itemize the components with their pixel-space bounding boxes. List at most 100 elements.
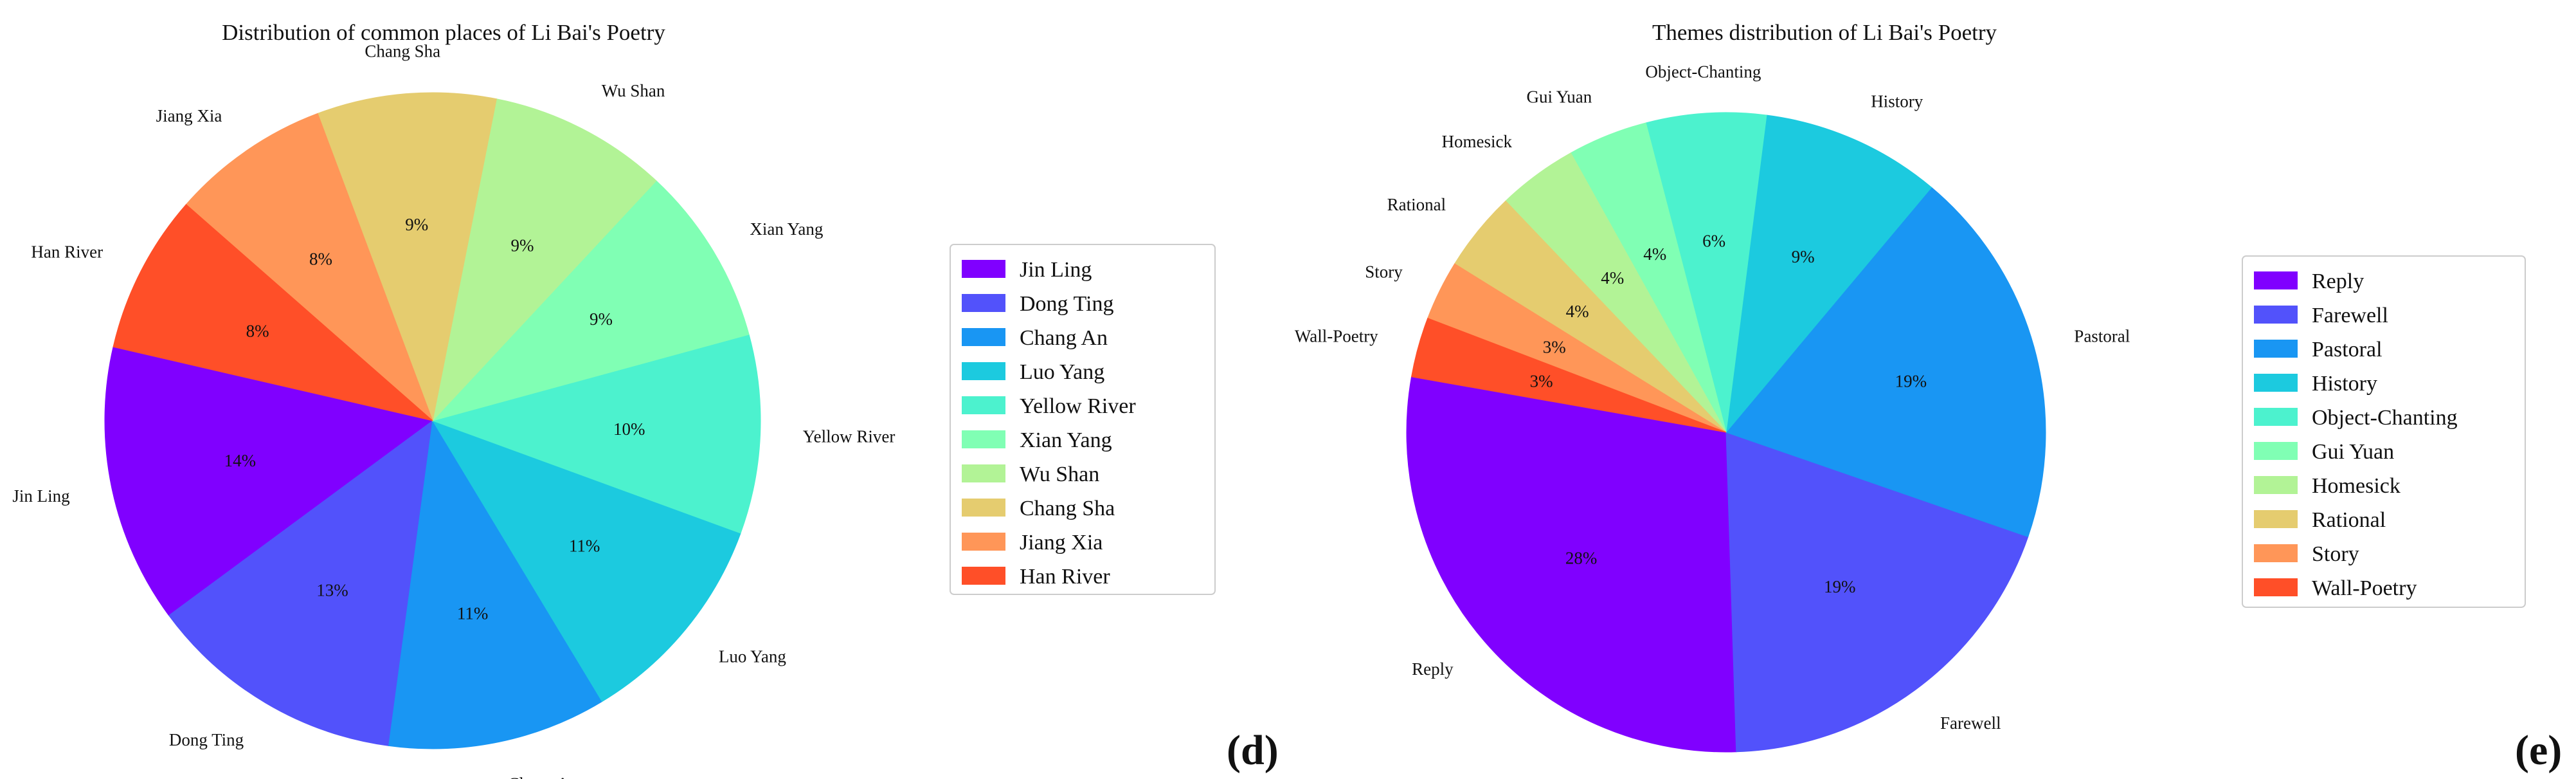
places-legend-label-dong-ting: Dong Ting [1020,292,1113,316]
places-slice-xian-yang [431,180,750,421]
themes-label-story: Story [1365,262,1403,282]
themes-label-farewell: Farewell [1940,713,2001,733]
places-pie-slices [104,92,761,749]
themes-pie-slices [1406,112,2046,753]
places-legend-swatch-luo-yang [962,362,1005,380]
themes-legend-swatch-reply [2254,271,2298,289]
places-legend-swatch-xian-yang [962,430,1005,448]
places-legend: Jin Ling Dong Ting Chang An Luo Yang Yellow … [950,244,1216,595]
themes-legend-swatch-farewell [2254,306,2298,324]
themes-slice-pastoral [1725,187,2046,538]
themes-label-object-chanting: Object-Chanting [1645,62,1761,82]
places-legend-swatch-chang-sha [962,499,1005,517]
panel-label-d: (d) [1227,727,1279,774]
places-label-chang-an: Chang An [508,774,578,779]
themes-legend-swatch-gui-yuan [2254,442,2298,460]
places-percent-dong-ting: 13% [316,580,348,600]
themes-legend-label-story: Story [2312,542,2359,566]
themes-legend-swatch-rational [2254,510,2298,528]
places-pie-chart: Distribution of common places of Li Bai'… [12,20,1278,779]
themes-legend-swatch-pastoral [2254,340,2298,358]
themes-legend-label-pastoral: Pastoral [2312,338,2382,362]
themes-legend-label-object-chanting: Object-Chanting [2312,406,2458,430]
themes-legend-swatch-wall-poetry [2254,578,2298,596]
places-chart-title: Distribution of common places of Li Bai'… [222,20,665,45]
themes-legend-label-rational: Rational [2312,508,2386,532]
themes-legend-swatch-object-chanting [2254,408,2298,426]
places-legend-label-chang-sha: Chang Sha [1020,497,1115,520]
themes-percent-reply: 28% [1565,548,1598,567]
themes-percent-gui-yuan: 4% [1643,244,1666,264]
panel-letter-d: d [1241,727,1265,774]
themes-legend-frame [2242,255,2526,608]
places-category-labels: Jin Ling Dong Ting Chang An Luo Yang Yellow … [12,42,895,779]
themes-percent-wall-poetry: 3% [1530,372,1553,391]
places-legend-label-luo-yang: Luo Yang [1020,360,1104,384]
themes-percent-rational: 4% [1566,302,1589,321]
places-percent-luo-yang: 11% [569,536,600,556]
themes-legend-swatch-history [2254,374,2298,392]
places-label-han-river: Han River [31,242,103,261]
places-label-luo-yang: Luo Yang [719,646,786,666]
places-label-chang-sha: Chang Sha [365,42,440,61]
places-label-jin-ling: Jin Ling [12,486,69,506]
places-legend-swatch-yellow-river [962,396,1005,414]
places-slice-yellow-river [431,334,761,534]
themes-label-homesick: Homesick [1442,132,1513,151]
themes-label-history: History [1871,92,1923,111]
themes-legend: Reply Farewell Pastoral History Object-Chant… [2242,255,2526,608]
themes-label-gui-yuan: Gui Yuan [1527,87,1592,107]
themes-legend-label-farewell: Farewell [2312,304,2388,327]
places-legend-label-han-river: Han River [1020,565,1110,589]
places-percent-yellow-river: 10% [613,419,645,439]
places-label-wu-shan: Wu Shan [602,81,665,100]
places-legend-label-wu-shan: Wu Shan [1020,463,1099,486]
themes-percent-homesick: 4% [1601,268,1624,288]
themes-label-wall-poetry: Wall-Poetry [1295,326,1378,345]
places-slice-jin-ling [104,346,434,616]
themes-slice-wall-poetry [1410,317,1727,433]
places-legend-swatch-jiang-xia [962,533,1005,551]
themes-label-reply: Reply [1412,659,1454,679]
themes-legend-label-gui-yuan: Gui Yuan [2312,440,2394,464]
places-legend-swatch-dong-ting [962,294,1005,312]
places-legend-swatch-han-river [962,567,1005,585]
places-percent-jin-ling: 14% [224,451,257,470]
places-percent-labels: 14% 13% 11% 11% 10% 9% 9% 9% 8% 8% [224,215,645,623]
places-legend-frame [950,244,1216,595]
places-legend-label-chang-an: Chang An [1020,326,1108,350]
places-legend-label-yellow-river: Yellow River [1020,394,1136,418]
places-slice-luo-yang [431,420,741,702]
places-slice-wu-shan [432,98,657,422]
themes-slice-farewell [1725,432,2029,753]
places-slice-dong-ting [168,419,433,746]
themes-percent-history: 9% [1792,247,1815,266]
themes-percent-labels: 28%19%19%9%6%4%4%4%3%3% [1530,231,1927,596]
places-label-xian-yang: Xian Yang [750,219,823,239]
themes-legend-label-homesick: Homesick [2312,474,2400,498]
themes-legend-label-reply: Reply [2312,270,2364,293]
places-legend-label-jiang-xia: Jiang Xia [1020,531,1103,554]
places-legend-swatch-wu-shan [962,464,1005,482]
places-label-jiang-xia: Jiang Xia [156,106,222,125]
themes-percent-pastoral: 19% [1895,372,1927,391]
themes-category-labels: Reply Farewell Pastoral History Object-Chant… [1295,62,2130,733]
places-legend-swatch-chang-an [962,328,1005,346]
panel-label-e: (e) [2515,727,2562,774]
places-slice-jiang-xia [185,113,433,421]
themes-slice-history [1725,115,1932,434]
themes-percent-farewell: 19% [1824,577,1856,596]
places-percent-chang-sha: 9% [405,215,428,234]
themes-label-rational: Rational [1387,195,1446,214]
panel-letter-e: e [2529,727,2548,774]
themes-legend-label-history: History [2312,372,2377,396]
themes-legend-swatch-homesick [2254,476,2298,494]
places-percent-jiang-xia: 8% [309,249,332,268]
themes-legend-swatch-story [2254,544,2298,562]
themes-slice-object-chanting [1645,112,1767,433]
places-slice-chang-an [388,419,603,749]
places-percent-wu-shan: 9% [511,236,534,255]
themes-slice-reply [1406,376,1737,753]
places-slice-han-river [113,204,433,421]
